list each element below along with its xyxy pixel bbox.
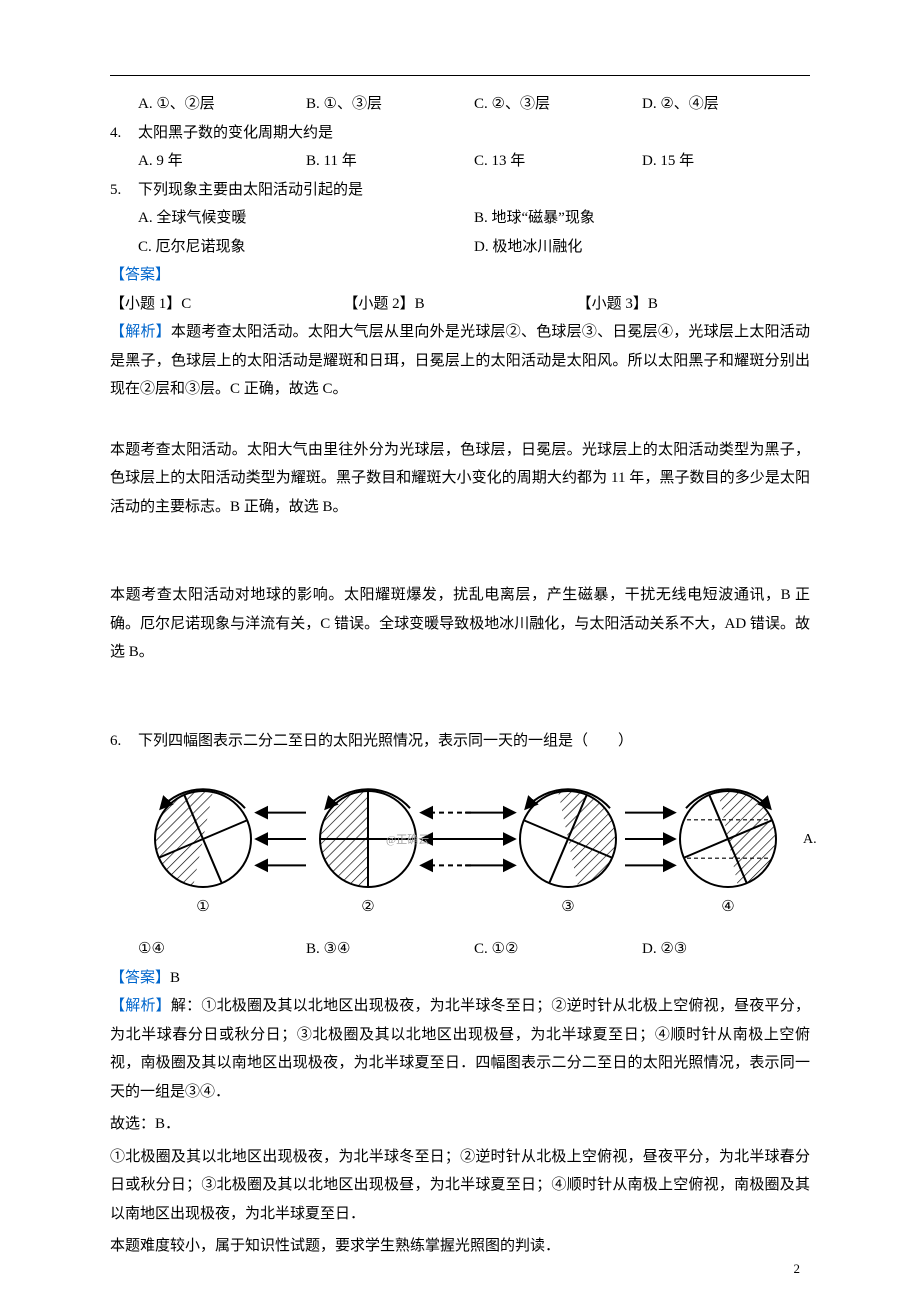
q5-option-a: A. 全球气候变暖 bbox=[138, 204, 474, 233]
q3-option-d: D. ②、④层 bbox=[642, 90, 810, 119]
sub-answer-3: 【小题 3】B bbox=[577, 290, 810, 319]
q6-analysis-paragraph-3: 本题难度较小，属于知识性试题，要求学生熟练掌握光照图的判读． bbox=[110, 1232, 810, 1261]
q4-options-row: A. 9 年 B. 11 年 C. 13 年 D. 15 年 bbox=[110, 147, 810, 176]
top-horizontal-rule bbox=[110, 75, 810, 76]
q6-options-row: ①④ B. ③④ C. ①② D. ②③ bbox=[110, 935, 810, 964]
q6-figure: ①②③④@正确云A. bbox=[138, 769, 810, 929]
analysis-label: 【解析】 bbox=[110, 324, 171, 340]
answer-label-2: 【答案】 bbox=[110, 970, 170, 986]
q3-option-a: A. ①、②层 bbox=[138, 90, 306, 119]
page-number: 2 bbox=[794, 1257, 801, 1282]
analysis-paragraph-3: 本题考查太阳活动对地球的影响。太阳耀斑爆发，扰乱电离层，产生磁暴，干扰无线电短波… bbox=[110, 581, 810, 667]
svg-text:④: ④ bbox=[721, 899, 734, 915]
q4-number: 4. bbox=[110, 119, 138, 148]
q6-analysis-paragraph-2: ①北极圈及其以北地区出现极夜，为北半球冬至日；②逆时针从北极上空俯视，昼夜平分，… bbox=[110, 1143, 810, 1229]
sub-answer-2: 【小题 2】B bbox=[343, 290, 576, 319]
svg-text:@正确云: @正确云 bbox=[386, 833, 429, 846]
svg-text:①: ① bbox=[196, 899, 209, 915]
q4-stem-row: 4. 太阳黑子数的变化周期大约是 bbox=[110, 119, 810, 148]
q4-option-c: C. 13 年 bbox=[474, 147, 642, 176]
q6-option-b: B. ③④ bbox=[306, 935, 474, 964]
q6-analysis-p1-text: ①北极圈及其以北地区出现极夜，为北半球冬至日；②逆时针从北极上空俯视，昼夜平分，… bbox=[110, 998, 810, 1100]
svg-text:③: ③ bbox=[561, 899, 574, 915]
q6-analysis-label: 【解析】 bbox=[110, 998, 171, 1014]
q6-option-a: ①④ bbox=[138, 935, 306, 964]
svg-text:A.: A. bbox=[803, 832, 817, 847]
q6-stem: 下列四幅图表示二分二至日的太阳光照情况，表示同一天的一组是（ ） bbox=[138, 727, 633, 756]
q5-option-c: C. 厄尔尼诺现象 bbox=[138, 233, 474, 262]
q6-answer: B bbox=[170, 970, 180, 986]
analysis-p1-text: 本题考查太阳活动。太阳大气层从里向外是光球层②、色球层③、日冕层④，光球层上太阳… bbox=[110, 324, 810, 397]
svg-text:②: ② bbox=[361, 899, 374, 915]
q4-option-d: D. 15 年 bbox=[642, 147, 810, 176]
sub-answers-row: 【小题 1】C 【小题 2】B 【小题 3】B bbox=[110, 290, 810, 319]
q5-number: 5. bbox=[110, 176, 138, 205]
q6-analysis-intro: 解： bbox=[171, 998, 201, 1014]
q4-stem: 太阳黑子数的变化周期大约是 bbox=[138, 119, 333, 148]
q6-option-d: D. ②③ bbox=[642, 935, 810, 964]
answer-section-label: 【答案】 bbox=[110, 261, 810, 290]
sub-answer-1: 【小题 1】C bbox=[110, 290, 343, 319]
q5-option-d: D. 极地冰川融化 bbox=[474, 233, 810, 262]
q5-stem-row: 5. 下列现象主要由太阳活动引起的是 bbox=[110, 176, 810, 205]
analysis-paragraph-1: 【解析】本题考查太阳活动。太阳大气层从里向外是光球层②、色球层③、日冕层④，光球… bbox=[110, 318, 810, 404]
q6-analysis-choice: 故选：B． bbox=[110, 1110, 810, 1139]
analysis-paragraph-2: 本题考查太阳活动。太阳大气由里往外分为光球层，色球层，日冕层。光球层上的太阳活动… bbox=[110, 436, 810, 522]
q4-option-a: A. 9 年 bbox=[138, 147, 306, 176]
q5-stem: 下列现象主要由太阳活动引起的是 bbox=[138, 176, 363, 205]
q6-number: 6. bbox=[110, 727, 138, 756]
q3-options-row: A. ①、②层 B. ①、③层 C. ②、③层 D. ②、④层 bbox=[110, 90, 810, 119]
q6-option-c: C. ①② bbox=[474, 935, 642, 964]
q5-option-b: B. 地球“磁暴”现象 bbox=[474, 204, 810, 233]
q3-option-c: C. ②、③层 bbox=[474, 90, 642, 119]
q6-stem-row: 6. 下列四幅图表示二分二至日的太阳光照情况，表示同一天的一组是（ ） bbox=[110, 727, 810, 756]
q5-options-row: A. 全球气候变暖 B. 地球“磁暴”现象 C. 厄尔尼诺现象 D. 极地冰川融… bbox=[110, 204, 810, 261]
q4-option-b: B. 11 年 bbox=[306, 147, 474, 176]
q6-analysis-paragraph-1: 【解析】解：①北极圈及其以北地区出现极夜，为北半球冬至日；②逆时针从北极上空俯视… bbox=[110, 992, 810, 1106]
q6-answer-line: 【答案】B bbox=[110, 964, 810, 993]
q3-option-b: B. ①、③层 bbox=[306, 90, 474, 119]
